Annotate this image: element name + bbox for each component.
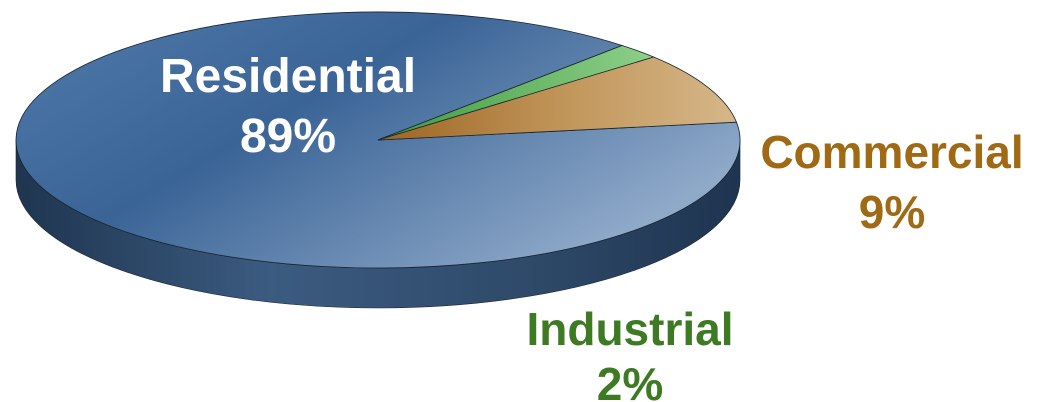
slice-value-commercial: 9% <box>859 186 925 238</box>
slice-label-commercial: Commercial <box>760 126 1023 178</box>
slice-label-residential: Residential <box>160 50 416 103</box>
slice-value-residential: 89% <box>240 110 336 163</box>
slice-label-industrial: Industrial <box>526 303 733 355</box>
pie-slice-commercial <box>377 56 738 141</box>
slice-value-industrial: 2% <box>597 358 663 402</box>
